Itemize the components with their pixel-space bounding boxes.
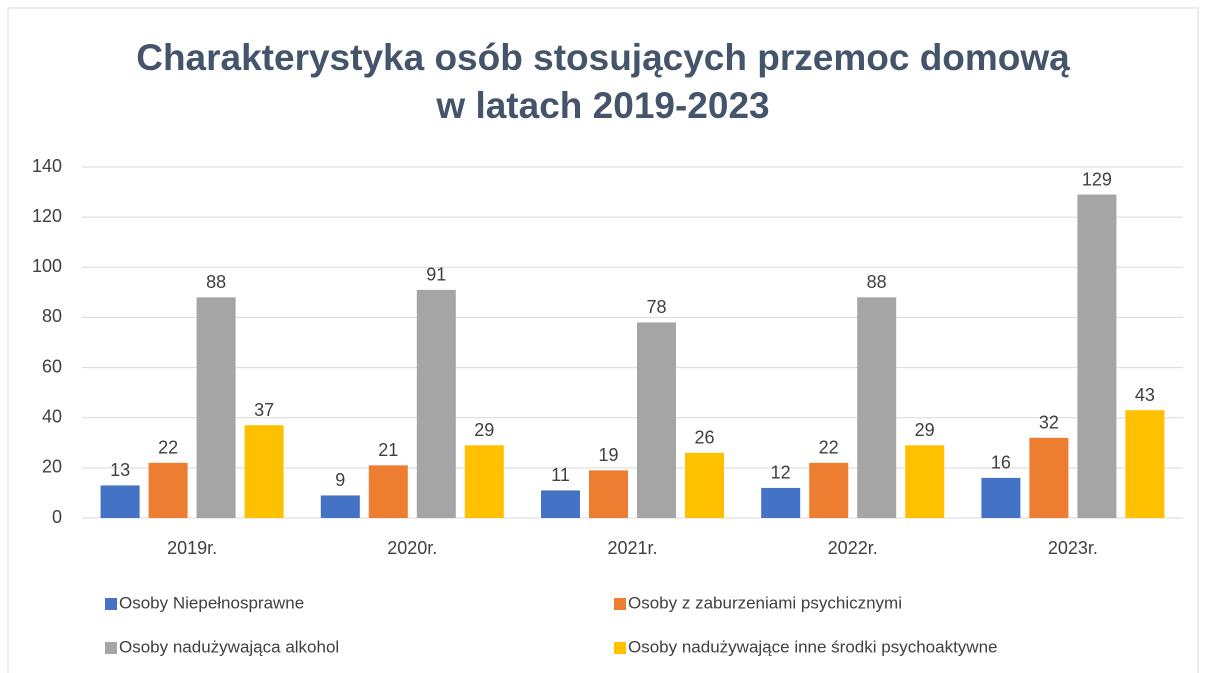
y-tick-label: 140 <box>32 156 62 176</box>
data-label: 12 <box>771 463 791 483</box>
data-label: 88 <box>206 272 226 292</box>
data-label: 29 <box>474 420 494 440</box>
legend-label: Osoby nadużywająca alkohol <box>119 637 339 656</box>
bar <box>416 289 456 518</box>
data-label: 43 <box>1135 385 1155 405</box>
bar <box>809 462 849 518</box>
legend-swatch <box>614 642 626 654</box>
bar <box>148 462 188 518</box>
bar <box>637 322 676 518</box>
data-label: 16 <box>991 453 1011 473</box>
data-label: 19 <box>598 445 618 465</box>
y-tick-label: 80 <box>42 306 62 326</box>
chart-title: Charakterystyka osób stosujących przemoc… <box>136 37 1070 78</box>
data-label: 29 <box>915 420 935 440</box>
bar <box>1125 410 1165 518</box>
legend-swatch <box>105 598 117 610</box>
bar <box>541 490 580 518</box>
data-label: 129 <box>1082 169 1112 189</box>
y-tick-label: 100 <box>32 256 62 276</box>
bar <box>196 297 236 518</box>
data-label: 78 <box>646 297 666 317</box>
data-label: 22 <box>819 438 839 458</box>
x-tick-label: 2021r. <box>607 538 657 558</box>
legend-swatch <box>614 598 626 610</box>
data-label: 22 <box>158 438 178 458</box>
bar <box>100 485 140 518</box>
bar <box>761 487 801 518</box>
x-tick-label: 2019r. <box>167 538 217 558</box>
legend-label: Osoby Niepełnosprawne <box>119 593 304 612</box>
legend-swatch <box>105 642 117 654</box>
bar <box>981 477 1021 518</box>
bar <box>1077 194 1117 519</box>
data-label: 26 <box>694 428 714 448</box>
x-tick-label: 2023r. <box>1048 538 1098 558</box>
y-tick-label: 0 <box>52 507 62 527</box>
data-label: 21 <box>378 440 398 460</box>
data-label: 91 <box>426 265 446 285</box>
y-tick-label: 40 <box>42 406 62 426</box>
bar <box>905 445 945 518</box>
y-tick-label: 60 <box>42 356 62 376</box>
x-tick-label: 2020r. <box>387 538 437 558</box>
bar <box>589 470 628 518</box>
data-label: 9 <box>335 470 345 490</box>
bar <box>1029 437 1069 518</box>
legend-label: Osoby nadużywające inne środki psychoakt… <box>628 637 997 656</box>
y-tick-label: 20 <box>42 457 62 477</box>
bar <box>857 297 897 518</box>
y-tick-label: 120 <box>32 206 62 226</box>
legend-label: Osoby z zaburzeniami psychicznymi <box>628 593 902 612</box>
data-label: 37 <box>254 400 274 420</box>
chart-title: w latach 2019-2023 <box>435 85 769 126</box>
bar <box>685 452 724 518</box>
bar <box>368 465 408 518</box>
bar <box>320 495 360 518</box>
bar <box>244 425 284 518</box>
data-label: 11 <box>551 465 570 485</box>
x-tick-label: 2022r. <box>828 538 878 558</box>
data-label: 88 <box>867 272 887 292</box>
bar <box>464 445 504 518</box>
data-label: 13 <box>110 460 130 480</box>
data-label: 32 <box>1039 413 1059 433</box>
